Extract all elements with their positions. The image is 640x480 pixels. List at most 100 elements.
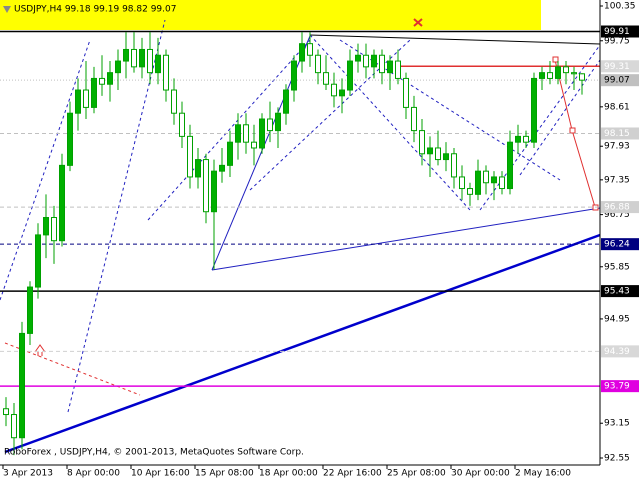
level-label-box [601, 127, 639, 140]
candle-body [275, 112, 281, 132]
candle-body [531, 77, 537, 143]
candle-body [507, 141, 513, 190]
candle-body [19, 332, 25, 439]
candles [3, 32, 585, 456]
candle-body [227, 141, 233, 166]
candle-body [283, 89, 289, 114]
candle-body [147, 48, 153, 74]
candle-body [483, 170, 489, 184]
level-label-box [601, 201, 639, 214]
y-tick-label: 100.35 [604, 2, 636, 12]
candle-body [115, 60, 121, 74]
candle-body [35, 234, 41, 288]
candle-body [259, 118, 265, 149]
candle-body [43, 217, 49, 236]
candle-body [291, 60, 297, 91]
level-label: 95.43 [604, 287, 630, 297]
candle-body [219, 164, 225, 172]
candle-body [371, 54, 377, 68]
level-label: 94.39 [604, 347, 630, 357]
x-tick-label: 3 Apr 2013 [3, 469, 53, 479]
candle-body [515, 135, 521, 143]
candle-body [347, 60, 353, 91]
candle-body [331, 83, 337, 97]
candle-body [83, 89, 89, 108]
level-label: 99.91 [604, 27, 630, 37]
candle-body [235, 124, 241, 143]
footer: RoboForex , USDJPY,H4, © 2001-2013, Meta… [4, 448, 304, 458]
candle-body [299, 43, 305, 62]
candle-body [475, 170, 481, 195]
candle-body [395, 60, 401, 79]
projection-point [569, 127, 576, 134]
candle-body [195, 159, 201, 178]
symbol-icon [3, 6, 11, 13]
candle-body [499, 176, 505, 190]
candle-body [123, 48, 129, 62]
y-tick-label: 92.55 [604, 454, 630, 464]
y-tick-label: 94.95 [604, 314, 630, 324]
channel-line [0, 39, 91, 301]
x-tick-label: 10 Apr 16:00 [131, 469, 190, 479]
level-label-box [601, 285, 639, 298]
candle-body [203, 159, 209, 213]
candle-body [571, 72, 577, 75]
trend-line [309, 34, 601, 45]
cross-icon [413, 18, 423, 27]
candle-body [251, 141, 257, 149]
level-label-box [601, 60, 639, 73]
candle-body [243, 124, 249, 143]
candle-body [491, 176, 497, 184]
chart-title: USDJPY,H4 99.18 99.19 98.82 99.07 [14, 5, 176, 15]
candle-body [187, 135, 193, 178]
y-tick-label: 97.93 [604, 142, 630, 152]
highlight-zone [0, 0, 541, 30]
candle-body [11, 414, 17, 439]
candle-body [387, 60, 393, 74]
levels [0, 30, 600, 387]
candle-body [211, 170, 217, 213]
y-tick-label: 99.75 [604, 36, 630, 46]
candle-body [547, 72, 553, 79]
channel-line [147, 39, 311, 221]
y-tick-label: 93.15 [604, 419, 630, 429]
arrow-icon [34, 344, 46, 356]
trend-line [211, 207, 601, 271]
level-label: 96.88 [604, 203, 630, 213]
y-tick-label: 97.35 [604, 175, 630, 185]
candle-body [91, 77, 97, 108]
candle-body [307, 43, 313, 56]
level-label: 99.07 [604, 76, 630, 86]
level-label: 98.15 [604, 129, 630, 139]
level-label-box [601, 380, 639, 393]
x-tick-label: 15 Apr 08:00 [195, 469, 254, 479]
candle-body [467, 188, 473, 195]
candle-body [3, 408, 9, 416]
candle-body [427, 147, 433, 155]
candle-body [67, 112, 73, 166]
candle-body [99, 77, 105, 85]
channel-line [519, 59, 601, 176]
level-label: 93.79 [604, 382, 630, 392]
candle-body [155, 54, 161, 74]
y-tick-label: 96.75 [604, 210, 630, 220]
level-label: 99.31 [604, 62, 630, 72]
candle-body [51, 217, 57, 242]
level-label-box [601, 25, 639, 38]
x-tick-label: 2 May 16:00 [515, 469, 571, 479]
candle-body [323, 72, 329, 85]
level-label-box [601, 74, 639, 87]
y-tick-label: 98.61 [604, 102, 630, 112]
candle-body [75, 89, 81, 114]
candle-body [363, 54, 369, 68]
candle-body [459, 176, 465, 190]
candle-body [579, 73, 585, 81]
candle-body [403, 77, 409, 108]
x-tick-label: 25 Apr 08:00 [387, 469, 446, 479]
candle-body [107, 72, 113, 85]
candle-body [555, 66, 561, 79]
candle-body [435, 147, 441, 161]
level-label: 96.24 [604, 240, 630, 250]
level-label-box [601, 238, 639, 251]
